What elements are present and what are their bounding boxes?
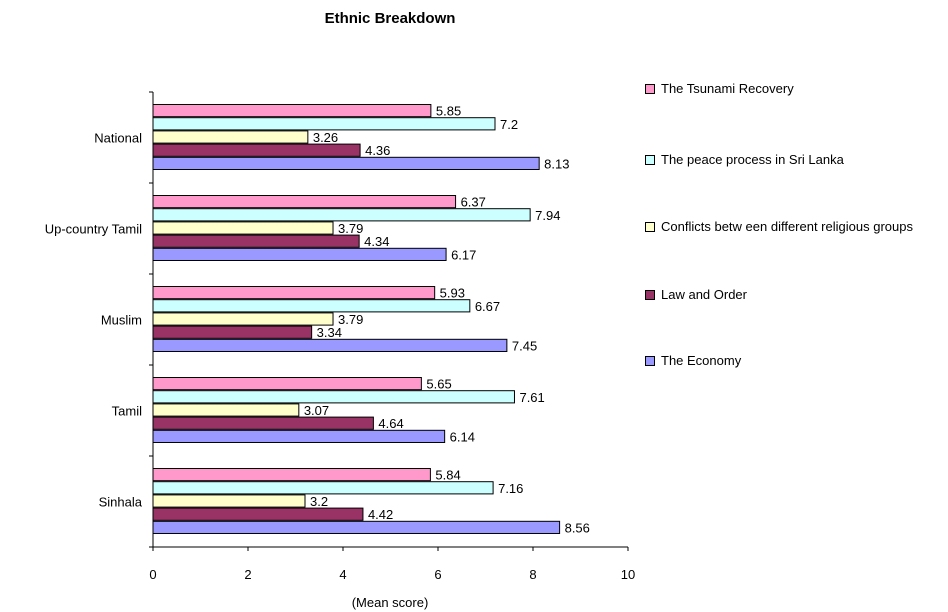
category-label: National xyxy=(94,131,142,146)
legend-label: The Tsunami Recovery xyxy=(661,81,794,96)
bar xyxy=(152,403,300,417)
category-label: Sinhala xyxy=(99,495,143,510)
x-tick-label: 4 xyxy=(339,567,346,582)
legend-item: Conflicts betw een different religious g… xyxy=(645,218,946,236)
data-label: 6.37 xyxy=(461,195,486,210)
data-label: 8.56 xyxy=(565,520,590,535)
chart-title: Ethnic Breakdown xyxy=(324,10,456,27)
bar xyxy=(152,143,361,157)
legend-item: The Tsunami Recovery xyxy=(645,80,946,98)
legend-label: Law and Order xyxy=(661,287,747,302)
data-label: 6.17 xyxy=(451,247,476,262)
data-label: 4.64 xyxy=(378,416,403,431)
chart-data-labels: 5.857.23.264.368.136.377.943.794.346.175… xyxy=(304,104,590,536)
data-label: 4.42 xyxy=(368,507,393,522)
bar xyxy=(152,299,471,313)
category-label: Up-country Tamil xyxy=(45,222,142,237)
bar xyxy=(152,520,561,534)
bar xyxy=(152,338,508,352)
chart-bars xyxy=(152,104,561,534)
x-tick-label: 8 xyxy=(529,567,536,582)
data-label: 3.26 xyxy=(313,130,338,145)
bar xyxy=(152,221,334,235)
bar xyxy=(152,312,334,326)
data-label: 6.67 xyxy=(475,299,500,314)
data-label: 5.93 xyxy=(440,286,465,301)
bar xyxy=(152,325,313,339)
bar xyxy=(152,416,374,430)
data-label: 3.79 xyxy=(338,312,363,327)
bar xyxy=(152,208,531,222)
data-label: 6.14 xyxy=(450,429,475,444)
bar xyxy=(152,234,360,248)
legend-swatch xyxy=(645,155,655,165)
x-tick-label: 2 xyxy=(244,567,251,582)
data-label: 7.2 xyxy=(500,117,518,132)
legend-swatch xyxy=(645,290,655,300)
data-label: 3.79 xyxy=(338,221,363,236)
bar xyxy=(152,507,364,521)
x-axis-label: (Mean score) xyxy=(352,595,429,610)
legend-item: The Economy xyxy=(645,352,946,370)
data-label: 5.84 xyxy=(435,468,460,483)
data-label: 7.94 xyxy=(535,208,560,223)
data-label: 7.16 xyxy=(498,481,523,496)
bar xyxy=(152,481,494,495)
legend-swatch xyxy=(645,222,655,232)
legend-swatch xyxy=(645,84,655,94)
data-label: 5.85 xyxy=(436,104,461,119)
bar xyxy=(152,494,306,508)
data-label: 7.61 xyxy=(519,390,544,405)
bar xyxy=(152,377,422,391)
bar xyxy=(152,429,446,443)
legend-label: Conflicts betw een different religious g… xyxy=(661,219,913,234)
legend-item: The peace process in Sri Lanka xyxy=(645,151,946,169)
legend-label: The Economy xyxy=(661,353,742,368)
x-tick-label: 10 xyxy=(621,567,635,582)
data-label: 7.45 xyxy=(512,338,537,353)
bar xyxy=(152,286,436,300)
bar xyxy=(152,156,540,171)
data-label: 3.2 xyxy=(310,494,328,509)
bar xyxy=(152,247,447,262)
legend-label: The peace process in Sri Lanka xyxy=(661,152,844,167)
data-label: 3.07 xyxy=(304,403,329,418)
bar xyxy=(152,195,457,209)
x-tick-label: 6 xyxy=(434,567,441,582)
bar xyxy=(152,117,496,131)
bar xyxy=(152,468,431,482)
data-label: 8.13 xyxy=(544,156,569,171)
bar xyxy=(152,104,432,118)
data-label: 4.34 xyxy=(364,234,389,249)
data-label: 4.36 xyxy=(365,143,390,158)
category-label: Muslim xyxy=(101,313,142,328)
bar xyxy=(152,130,309,144)
data-label: 3.34 xyxy=(317,325,342,340)
x-tick-label: 0 xyxy=(149,567,156,582)
legend-swatch xyxy=(645,356,655,366)
bar xyxy=(152,390,515,404)
category-label: Tamil xyxy=(112,404,142,419)
data-label: 5.65 xyxy=(426,377,451,392)
legend-item: Law and Order xyxy=(645,286,946,304)
